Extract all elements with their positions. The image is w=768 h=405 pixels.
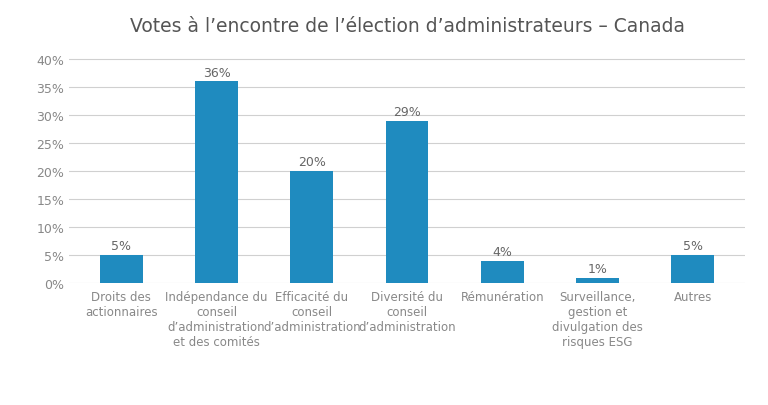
Bar	[576, 278, 619, 284]
Text: 29%: 29%	[393, 106, 421, 119]
Bar	[100, 256, 143, 284]
Text: 20%: 20%	[298, 156, 326, 169]
Bar	[671, 256, 714, 284]
Bar	[386, 122, 429, 284]
Bar	[481, 261, 524, 284]
Text: 5%: 5%	[111, 240, 131, 253]
Title: Votes à l’encontre de l’élection d’administrateurs – Canada: Votes à l’encontre de l’élection d’admin…	[130, 17, 684, 36]
Bar	[290, 172, 333, 284]
Text: 36%: 36%	[203, 66, 230, 79]
Text: 4%: 4%	[492, 245, 512, 258]
Text: 5%: 5%	[683, 240, 703, 253]
Text: 1%: 1%	[588, 262, 607, 275]
Bar	[195, 82, 238, 284]
